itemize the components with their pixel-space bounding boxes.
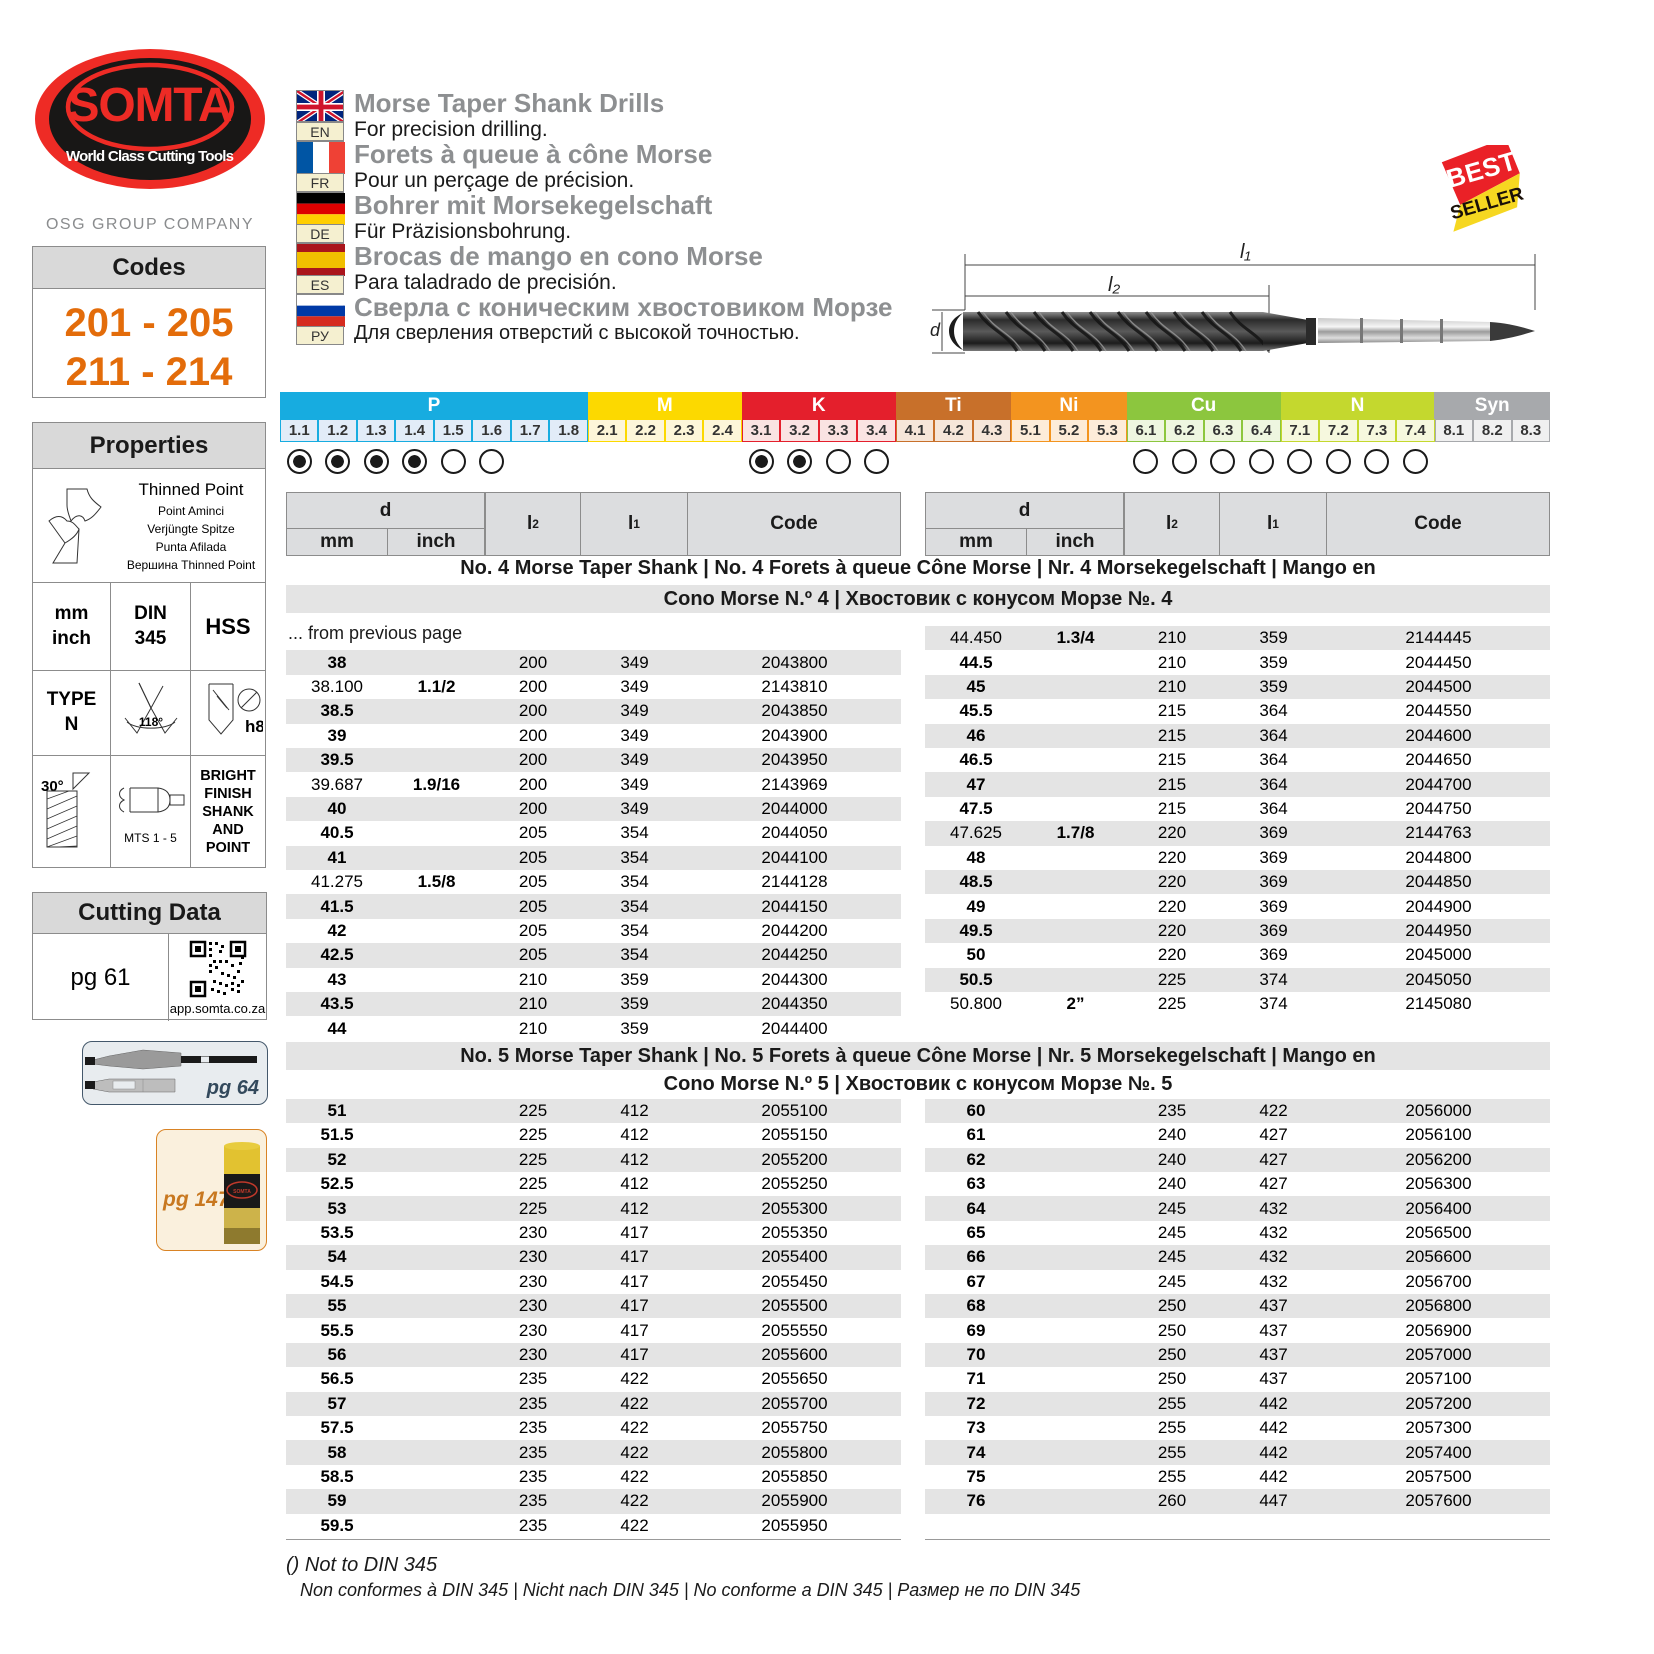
svg-text:h8: h8: [245, 717, 263, 736]
svg-text:118°: 118°: [138, 715, 162, 729]
svg-text:SOMTA: SOMTA: [233, 1189, 251, 1195]
svg-text:l₂: l₂: [1108, 274, 1120, 296]
svg-text:SOMTA: SOMTA: [68, 79, 233, 132]
svg-text:l₁: l₁: [1240, 241, 1251, 263]
svg-text:d: d: [930, 320, 941, 340]
svg-text:30°: 30°: [41, 778, 64, 795]
svg-text:World Class Cutting Tools: World Class Cutting Tools: [66, 148, 234, 165]
